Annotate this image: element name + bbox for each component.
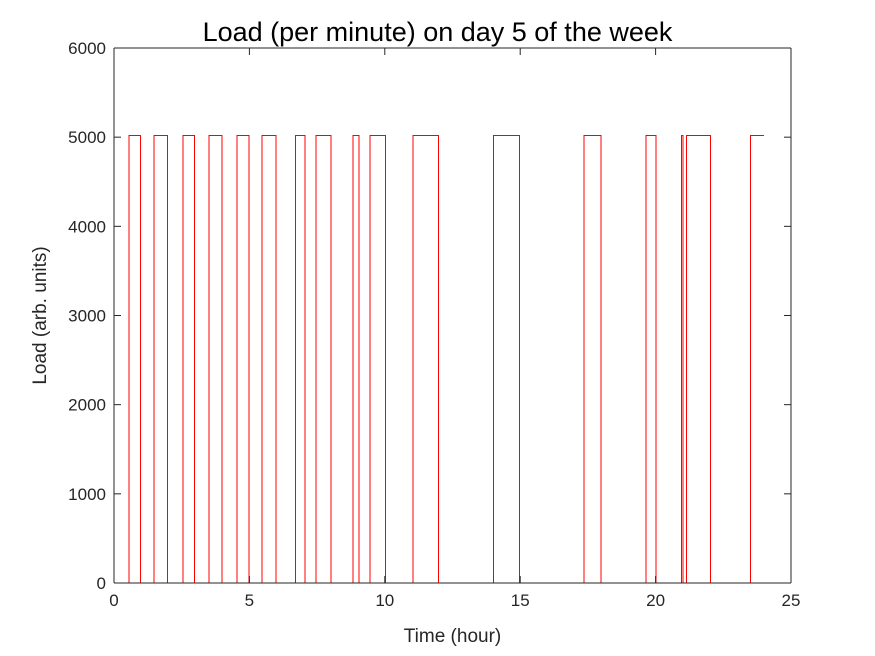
y-tick-label: 4000 [68,217,106,236]
series-layer [114,134,764,584]
x-tick-label: 0 [109,591,118,610]
plot-area [114,48,791,583]
x-tick-label: 5 [245,591,254,610]
y-axis-label: Load (arb. units) [30,246,51,384]
x-tick-label: 20 [646,591,665,610]
y-tick-label: 3000 [68,307,106,326]
series-line-1 [114,134,764,584]
x-tick-label: 25 [782,591,801,610]
y-tick-label: 2000 [68,396,106,415]
y-tick-label: 0 [97,574,106,593]
x-tick-label: 15 [511,591,530,610]
y-tick-label: 1000 [68,485,106,504]
plot-background [114,48,791,583]
chart-title: Load (per minute) on day 5 of the week [203,17,673,47]
x-tick-label: 10 [375,591,394,610]
axes-layer: 0 5 10 15 20 25 0 1000 2000 3000 4000 5000 6000 [68,39,800,610]
x-axis-label: Time (hour) [404,626,501,647]
y-tick-label: 6000 [68,39,106,58]
y-tick-label: 5000 [68,128,106,147]
